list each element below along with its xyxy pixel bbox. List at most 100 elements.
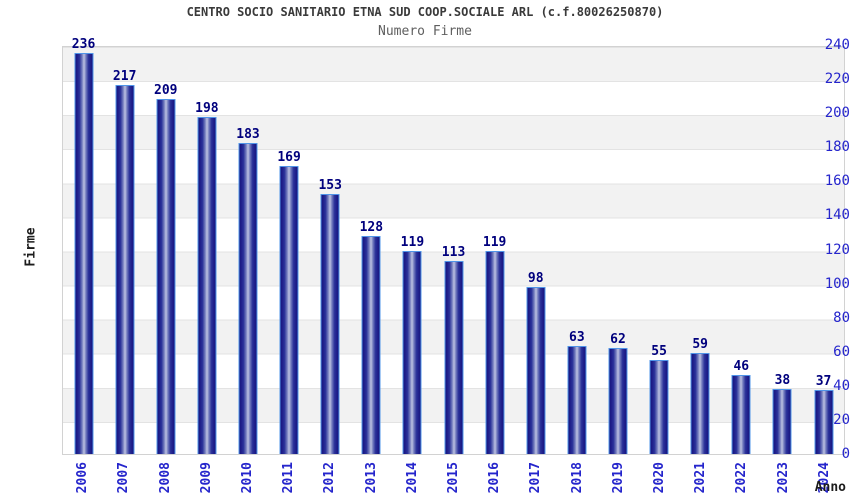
x-slot-2015: 2015 (433, 462, 474, 500)
bar-slot-2013: 128 (351, 47, 392, 454)
bar-2013 (361, 235, 381, 454)
bar-slot-2016: 119 (474, 47, 515, 454)
y-axis-title: Firme (23, 227, 39, 267)
bar-2016 (485, 251, 505, 454)
bar-2014 (402, 251, 422, 454)
value-label-2023: 38 (774, 372, 791, 388)
x-tick-2017: 2017 (528, 462, 544, 494)
x-tick-2013: 2013 (363, 462, 379, 494)
value-label-2012: 153 (318, 177, 342, 193)
x-tick-2015: 2015 (445, 462, 461, 494)
bar-2011 (279, 166, 299, 454)
y-tick-140: 140 (824, 207, 850, 224)
x-slot-2012: 2012 (309, 462, 350, 500)
y-tick-180: 180 (824, 139, 850, 156)
bar-2009 (197, 117, 217, 454)
value-label-2019: 62 (610, 331, 626, 347)
bar-slot-2024: 37 (803, 47, 844, 454)
value-label-2018: 63 (569, 330, 585, 346)
x-slot-2016: 2016 (474, 462, 515, 500)
value-label-2021: 59 (692, 336, 709, 352)
x-tick-2020: 2020 (651, 462, 667, 494)
bar-2024 (814, 390, 834, 454)
chart-subtitle: Numero Firme (378, 24, 472, 39)
bar-slot-2021: 59 (680, 47, 721, 454)
y-tick-60: 60 (833, 343, 850, 360)
bar-2006 (74, 52, 94, 454)
x-tick-2006: 2006 (75, 462, 91, 494)
y-tick-20: 20 (833, 411, 850, 428)
bar-slot-2007: 217 (104, 47, 145, 454)
value-label-2022: 46 (733, 359, 750, 374)
x-slot-2009: 2009 (186, 462, 227, 500)
bar-slot-2015: 113 (433, 47, 474, 454)
bar-slot-2011: 169 (269, 47, 310, 454)
value-label-2006: 236 (71, 36, 96, 52)
bar-slot-2018: 63 (556, 47, 597, 454)
bar-2008 (156, 98, 176, 454)
value-label-2015: 113 (441, 245, 466, 261)
bar-2021 (690, 352, 710, 454)
bar-2007 (115, 85, 135, 454)
x-axis-labels: 2006 2007 2008 2009 2010 2011 2012 2013 2014 2015… (62, 462, 845, 500)
x-slot-2014: 2014 (392, 462, 433, 500)
bar-slot-2014: 119 (392, 47, 433, 454)
y-tick-200: 200 (824, 105, 850, 122)
x-tick-2019: 2019 (610, 462, 626, 494)
x-slot-2008: 2008 (144, 462, 185, 500)
bar-slot-2012: 153 (310, 47, 351, 454)
y-tick-80: 80 (833, 309, 850, 326)
y-tick-220: 220 (824, 71, 850, 88)
bar-2023 (772, 388, 792, 454)
value-label-2014: 119 (400, 235, 425, 251)
x-tick-2009: 2009 (198, 462, 214, 494)
bar-2012 (320, 193, 340, 454)
x-slot-2018: 2018 (556, 462, 597, 500)
y-tick-100: 100 (824, 275, 850, 292)
x-slot-2019: 2019 (598, 462, 639, 500)
bar-2022 (731, 375, 751, 454)
x-tick-2023: 2023 (775, 462, 791, 494)
value-label-2008: 209 (154, 82, 178, 98)
x-tick-2010: 2010 (239, 462, 255, 494)
value-label-2011: 169 (277, 150, 301, 166)
chart-title: CENTRO SOCIO SANITARIO ETNA SUD COOP.SOC… (186, 5, 664, 19)
x-slot-2013: 2013 (350, 462, 391, 500)
y-tick-120: 120 (824, 241, 850, 258)
bar-slot-2022: 46 (721, 47, 762, 454)
bar-2020 (649, 359, 669, 454)
y-tick-240: 240 (824, 37, 850, 53)
bar-2015 (444, 261, 464, 454)
bar-slot-2010: 183 (227, 47, 268, 454)
bar-2019 (608, 347, 628, 454)
value-label-2007: 217 (112, 69, 137, 85)
x-slot-2022: 2022 (721, 462, 762, 500)
x-tick-2021: 2021 (693, 462, 709, 494)
x-slot-2023: 2023 (762, 462, 803, 500)
bar-slot-2020: 55 (639, 47, 680, 454)
x-slot-2006: 2006 (62, 462, 103, 500)
bar-slot-2017: 98 (515, 47, 556, 454)
x-tick-2016: 2016 (487, 462, 503, 494)
bar-slot-2008: 209 (145, 47, 186, 454)
value-label-2010: 183 (236, 126, 260, 142)
value-label-2013: 128 (359, 219, 384, 235)
x-slot-2021: 2021 (680, 462, 721, 500)
x-slot-2007: 2007 (103, 462, 144, 500)
x-tick-2011: 2011 (281, 462, 297, 494)
x-tick-2012: 2012 (322, 462, 338, 494)
y-tick-160: 160 (824, 173, 850, 190)
x-tick-2008: 2008 (157, 462, 173, 494)
bar-slot-2006: 236 (63, 38, 104, 454)
bar-2017 (526, 286, 546, 454)
x-slot-2010: 2010 (227, 462, 268, 500)
value-label-2009: 198 (195, 101, 219, 117)
bar-slot-2009: 198 (186, 47, 227, 454)
x-tick-2014: 2014 (404, 462, 420, 494)
bar-slot-2023: 38 (762, 47, 803, 454)
bar-slot-2019: 62 (597, 47, 638, 454)
bars-container: 236 217 209 198 183 169 153 128 119 113 119 98 63 62 5… (63, 38, 844, 454)
x-slot-2011: 2011 (268, 462, 309, 500)
value-label-2016: 119 (482, 235, 507, 251)
bar-2018 (567, 346, 587, 454)
